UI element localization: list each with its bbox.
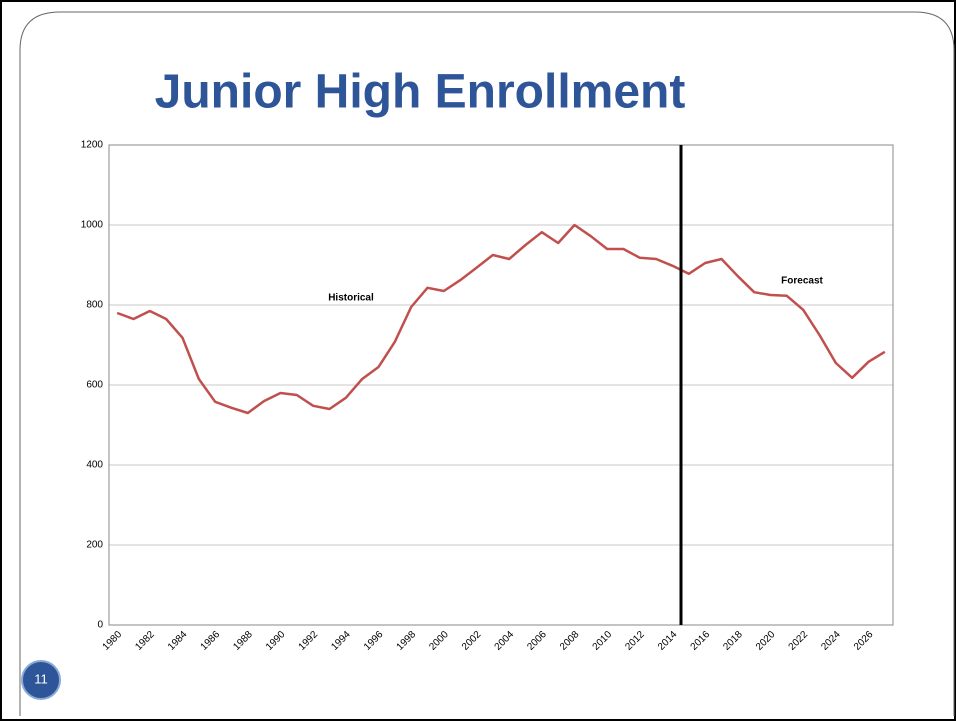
x-tick-label: 1986 bbox=[199, 629, 223, 653]
x-tick-label: 2024 bbox=[819, 629, 843, 653]
y-tick-label: 600 bbox=[86, 380, 103, 391]
annotation: Forecast bbox=[781, 276, 823, 287]
x-tick-label: 1982 bbox=[133, 629, 157, 653]
x-tick-label: 2010 bbox=[591, 629, 615, 653]
slide-frame bbox=[19, 11, 955, 716]
data-line bbox=[116, 223, 886, 415]
plot: 0 200 400 600 800 1000 1200 1980 1982 1984 1986 198… bbox=[81, 140, 894, 653]
page-number: 11 bbox=[34, 671, 48, 686]
x-tick-label: 2016 bbox=[689, 629, 713, 653]
y-tick-label: 1200 bbox=[81, 140, 104, 151]
y-tick-label: 0 bbox=[97, 620, 103, 631]
chart-title: Junior High Enrollment bbox=[155, 66, 686, 119]
annotation: Historical bbox=[328, 293, 374, 304]
x-tick-label: 1988 bbox=[231, 629, 255, 653]
x-tick-label: 1994 bbox=[329, 629, 353, 653]
x-tick-label: 2000 bbox=[427, 629, 451, 653]
x-tick-label: 1984 bbox=[166, 629, 190, 653]
y-tick-label: 200 bbox=[86, 540, 103, 551]
y-tick-label: 1000 bbox=[81, 220, 104, 231]
x-tick-label: 2004 bbox=[493, 629, 517, 653]
x-tick-label: 2026 bbox=[852, 629, 876, 653]
x-tick-label: 2006 bbox=[525, 629, 549, 653]
x-tick-label: 2014 bbox=[656, 629, 680, 653]
x-tick-label: 1992 bbox=[297, 629, 321, 653]
plot-frame bbox=[108, 144, 894, 626]
x-tick-label: 2022 bbox=[787, 629, 811, 653]
x-tick-label: 2002 bbox=[460, 629, 484, 653]
x-tick-label: 2012 bbox=[623, 629, 647, 653]
x-tick-label: 1998 bbox=[395, 629, 419, 653]
x-tick-label: 2018 bbox=[721, 629, 745, 653]
x-tick-label: 1996 bbox=[362, 629, 386, 653]
x-tick-label: 1990 bbox=[264, 629, 288, 653]
x-tick-label: 2020 bbox=[754, 629, 778, 653]
x-tick-label: 2008 bbox=[558, 629, 582, 653]
y-tick-label: 400 bbox=[86, 460, 103, 471]
y-tick-label: 800 bbox=[86, 300, 103, 311]
page-badge bbox=[21, 660, 61, 700]
x-tick-label: 1980 bbox=[101, 629, 125, 653]
